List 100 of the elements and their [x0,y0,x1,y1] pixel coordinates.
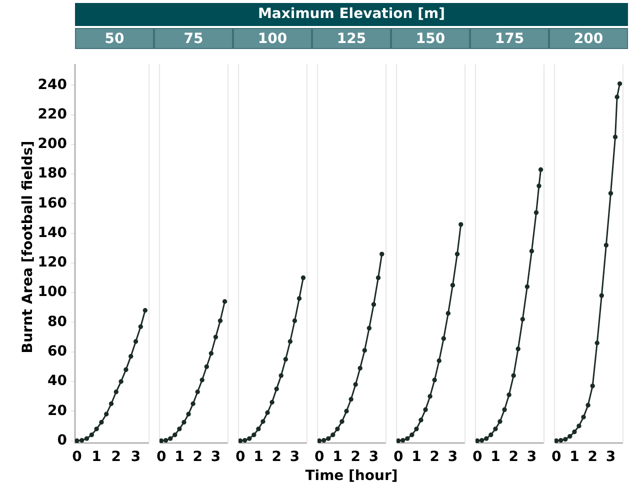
point [576,424,582,428]
point [288,339,293,344]
point [326,436,331,441]
point [446,310,451,316]
point [511,373,516,378]
x-tick-label: 3 [448,449,458,466]
y-tick-label: 240 [38,76,68,93]
point [428,394,432,399]
x-tick-label: 0 [156,449,166,466]
x-tick-label: 0 [314,449,324,466]
point [586,402,590,408]
point [358,366,362,371]
point [599,293,604,298]
point [590,384,595,388]
point [400,438,406,443]
point [177,426,182,432]
point [200,378,204,382]
point [182,420,186,425]
x-tick-label: 2 [588,449,598,466]
y-tick-label: 20 [48,402,68,419]
y-tick-label: 160 [38,195,68,212]
x-tick-label: 1 [174,449,184,466]
y-tick-label: 180 [38,166,68,182]
point [296,296,302,301]
point [99,420,104,425]
point [563,436,568,442]
x-tick-label: 3 [526,449,537,466]
x-tick-label: 2 [272,449,282,466]
y-tick-label: 200 [38,136,68,152]
point [414,426,419,432]
point [218,318,223,324]
point [441,336,446,341]
point [488,432,494,438]
point [572,430,577,434]
y-tick-label: 60 [48,344,68,360]
point [133,339,138,344]
point [502,407,507,412]
point [118,379,124,384]
x-tick-label: 0 [235,449,246,466]
point [612,134,618,140]
point [604,242,609,248]
point [396,438,401,443]
point [581,414,586,420]
point [617,81,622,86]
point [348,396,354,402]
point [436,358,442,364]
point [330,432,336,438]
y-tick-label: 80 [48,314,68,330]
point [256,426,261,432]
point [344,408,349,414]
point [274,386,279,392]
point [292,318,298,324]
y-tick-label: 100 [38,284,68,300]
point [418,418,424,422]
point [410,432,414,438]
x-tick-label: 3 [606,449,616,466]
point [380,252,384,256]
point [524,284,530,290]
point [516,346,520,352]
point [204,364,209,370]
point [138,324,144,330]
point [163,438,168,443]
point [168,436,173,441]
point [190,401,196,406]
point [538,167,544,172]
point [172,432,178,438]
point [340,419,344,424]
y-tick-label: 140 [38,224,68,241]
point [80,438,84,443]
point [265,410,270,415]
point [534,210,539,215]
point [506,392,512,398]
chart-title: 150 [391,28,470,49]
x-axis-title: Time [hour] [304,468,399,484]
chart-title: 75 [154,28,233,49]
point [142,308,148,313]
x-tick-label: 3 [368,449,379,466]
chart-title: 50 [75,28,154,49]
x-tick-label: 1 [92,449,102,466]
point [529,248,534,254]
point [94,426,99,432]
y-tick-label: 40 [48,373,68,390]
x-tick-label: 0 [72,449,82,466]
point [458,222,464,227]
x-tick-label: 2 [430,449,440,466]
x-tick-label: 3 [130,449,141,466]
point [242,438,248,443]
point [321,438,326,443]
x-tick-label: 2 [192,449,202,466]
point [108,401,114,406]
point [260,419,266,424]
point [405,436,410,441]
point [432,378,437,382]
point [476,438,480,443]
point [366,326,372,331]
chart-title: 175 [470,28,549,49]
x-tick-label: 2 [111,449,122,466]
point [222,299,228,304]
point [104,412,109,416]
x-tick-label: 0 [393,449,404,466]
